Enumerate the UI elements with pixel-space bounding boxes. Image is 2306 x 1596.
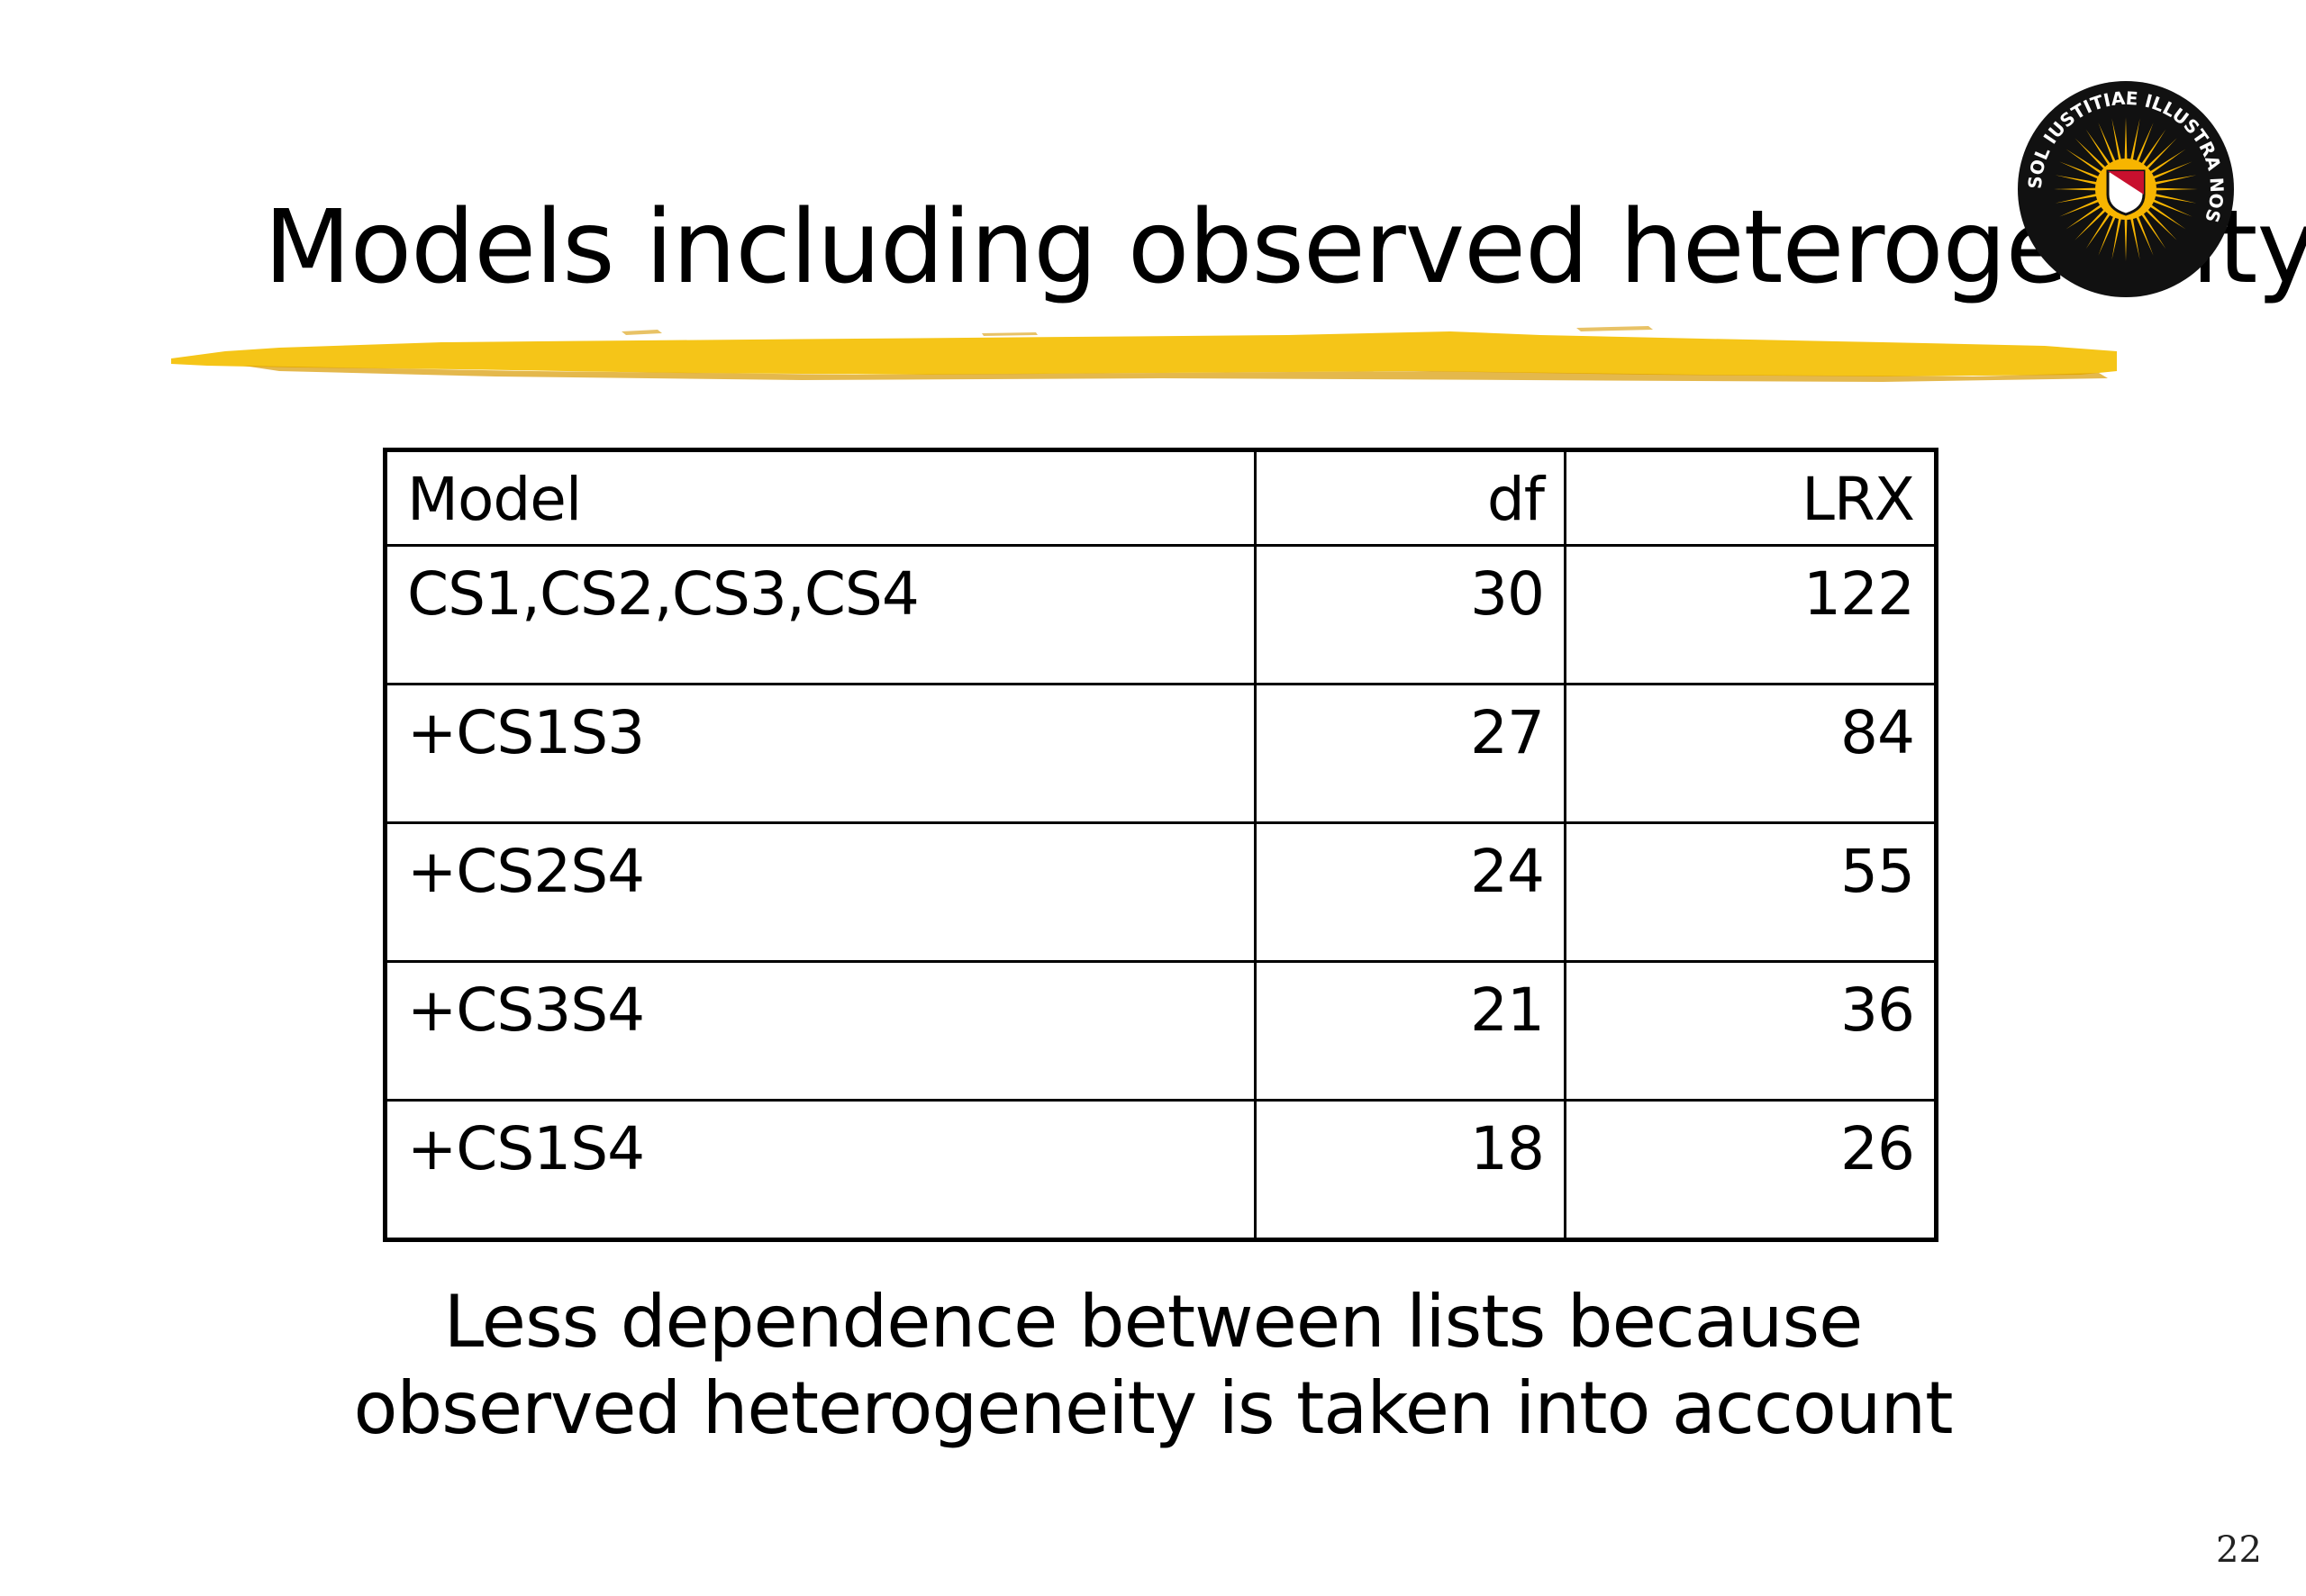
header-lrx: LRX: [1564, 449, 1938, 547]
seal-sun-ray: [2139, 211, 2166, 249]
seal-sun-rays: [2054, 117, 2198, 261]
seal-sun-ray: [2144, 207, 2177, 240]
cell-model: +CS3S4: [384, 960, 1257, 1102]
seal-sun-ray: [2139, 129, 2166, 168]
seal-sun-ray: [2074, 138, 2108, 171]
seal-sun-ray: [2135, 122, 2154, 165]
slide-title: Models including observed heterogeneity: [264, 189, 2306, 306]
seal-sun-ray: [2111, 118, 2122, 163]
cell-model: +CS1S4: [384, 1099, 1257, 1241]
brush-stroke-body: [171, 331, 2117, 376]
brush-stroke-edge: [243, 366, 2108, 382]
cell-model: +CS2S4: [384, 821, 1257, 963]
yellow-brush-stroke: [171, 326, 2117, 382]
seal-sun-ray: [2065, 203, 2104, 230]
seal-sun-ray: [2098, 213, 2117, 256]
cell-lrx: 36: [1564, 960, 1938, 1102]
cell-df: 18: [1254, 1099, 1566, 1241]
seal-sun-ray: [2054, 187, 2100, 191]
table-row: +CS1S4 18 26: [384, 1099, 1938, 1241]
table-row: CS1,CS2,CS3,CS4 30 122: [384, 544, 1938, 685]
seal-sun-ray: [2124, 117, 2128, 163]
seal-sun-ray: [2150, 198, 2193, 217]
cell-model: +CS1S3: [384, 683, 1257, 824]
seal-sun-ray: [2147, 203, 2186, 230]
seal-sun-ray: [2129, 215, 2140, 260]
cell-df: 27: [1254, 683, 1566, 824]
seal-sun-ray: [2055, 193, 2100, 204]
model-fit-table: Model df LRX CS1,CS2,CS3,CS4 30 122 +CS1…: [383, 448, 1938, 1242]
seal-sun-ray: [2147, 149, 2186, 176]
seal-sun-ray: [2065, 149, 2104, 176]
cell-df: 30: [1254, 544, 1566, 685]
cell-model: CS1,CS2,CS3,CS4: [384, 544, 1257, 685]
header-model: Model: [384, 449, 1257, 547]
seal-sun-ray: [2111, 215, 2122, 260]
seal-sun-ray: [2085, 129, 2112, 168]
seal-sun-ray: [2135, 213, 2154, 256]
table-header-row: Model df LRX: [384, 449, 1938, 547]
cell-lrx: 122: [1564, 544, 1938, 685]
seal-sun-ray: [2124, 215, 2128, 261]
seal-sun-ray: [2152, 187, 2198, 191]
seal-sun-ray: [2098, 122, 2117, 165]
cell-df: 24: [1254, 821, 1566, 963]
cell-lrx: 26: [1564, 1099, 1938, 1241]
table-row: +CS2S4 24 55: [384, 821, 1938, 963]
seal-sun-ray: [2152, 193, 2197, 204]
seal-sun-ray: [2059, 161, 2102, 180]
seal-sun-ray: [2074, 207, 2108, 240]
university-seal-icon: SOL IUSTITIAE ILLUSTRA NOS: [2018, 81, 2234, 297]
seal-sun-ray: [2059, 198, 2102, 217]
cell-lrx: 84: [1564, 683, 1938, 824]
seal-sun-ray: [2085, 211, 2112, 249]
table-row: +CS1S3 27 84: [384, 683, 1938, 824]
cell-lrx: 55: [1564, 821, 1938, 963]
seal-shield-quarter: [2108, 171, 2144, 195]
seal-sun-ray: [2129, 118, 2140, 163]
header-df: df: [1254, 449, 1566, 547]
seal-sun-ray: [2144, 138, 2177, 171]
table-row: +CS3S4 21 36: [384, 960, 1938, 1102]
conclusion-line-2: observed heterogeneity is taken into acc…: [353, 1366, 1953, 1450]
cell-df: 21: [1254, 960, 1566, 1102]
seal-sun-ray: [2150, 161, 2193, 180]
page-number: 22: [2216, 1529, 2262, 1571]
seal-sun-ray: [2055, 175, 2100, 186]
conclusion-line-1: Less dependence between lists because: [443, 1280, 1864, 1364]
seal-sun-ray: [2152, 175, 2197, 186]
conclusion-note: Less dependence between lists because ob…: [0, 1279, 2306, 1452]
